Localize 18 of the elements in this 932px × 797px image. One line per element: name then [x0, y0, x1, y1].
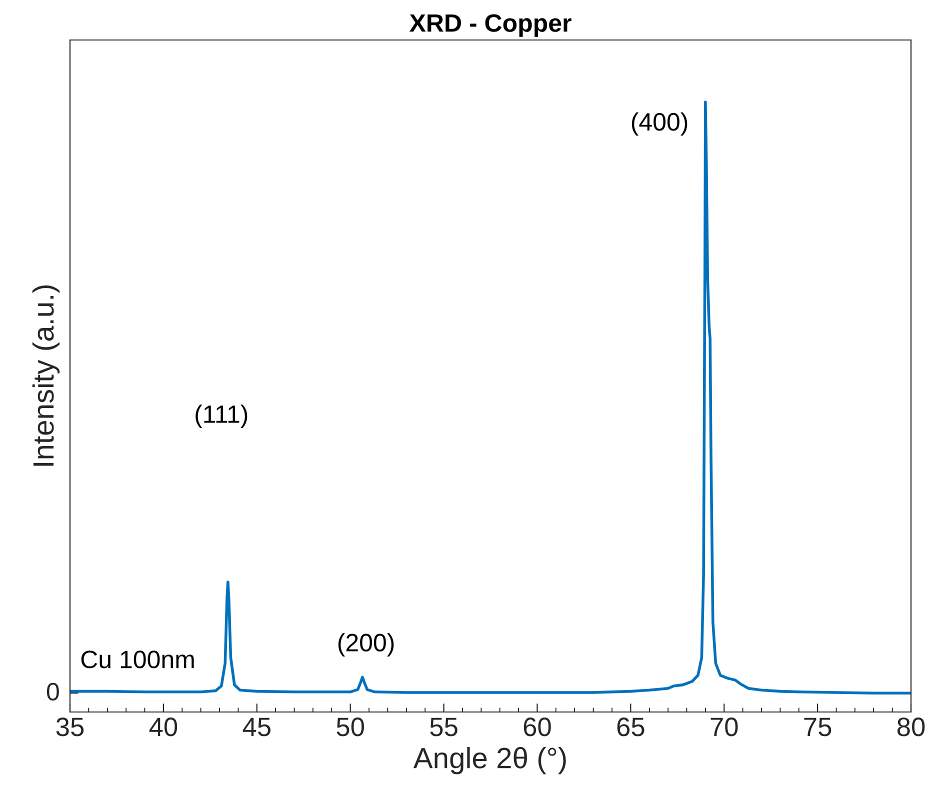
annotation: Cu 100nm	[81, 650, 194, 668]
x-tick-label: 65	[617, 718, 644, 736]
x-tick-label: 45	[242, 718, 270, 736]
x-axis-title: Angle 2θ (°)	[413, 747, 566, 774]
y-axis-title: Intensity (a.u.)	[32, 285, 60, 466]
x-tick-label: 55	[430, 718, 458, 736]
annotation: (200)	[338, 633, 394, 656]
annotation: (400)	[632, 112, 688, 136]
x-tick-label: 35	[56, 718, 84, 736]
x-tick-label: 75	[804, 718, 832, 736]
x-tick-label: 50	[336, 718, 364, 736]
x-tick-label: 40	[149, 718, 178, 736]
text: 0	[46, 682, 59, 701]
chart-title: XRD - Copper	[409, 14, 572, 37]
x-tick-label: 70	[710, 718, 738, 736]
x-tick-label: 60	[524, 718, 551, 736]
annotation: (111)	[196, 404, 248, 428]
x-tick-label: 80	[897, 718, 925, 736]
